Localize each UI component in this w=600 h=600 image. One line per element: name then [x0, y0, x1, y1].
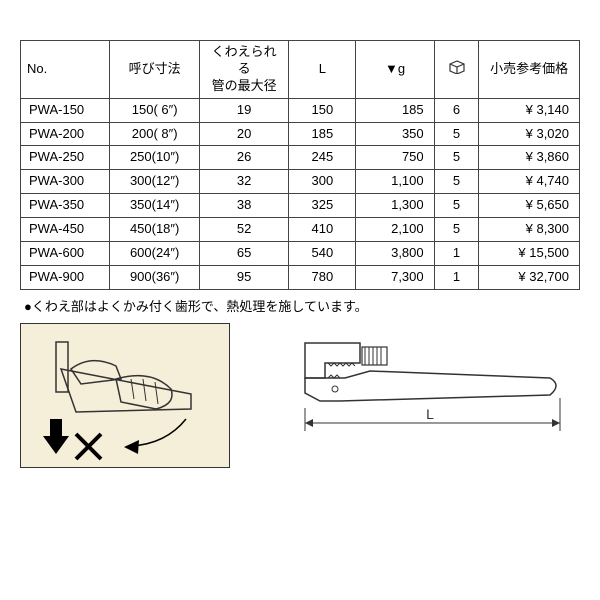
- table-cell: 600(24″): [110, 242, 199, 266]
- table-cell: 185: [356, 98, 434, 122]
- table-cell: PWA-350: [21, 194, 110, 218]
- table-cell: 26: [199, 146, 288, 170]
- table-cell: PWA-150: [21, 98, 110, 122]
- dim-label-L: L: [426, 406, 434, 422]
- footnote: ●くわえ部はよくかみ付く歯形で、熱処理を施しています。: [24, 296, 580, 315]
- col-header: L: [289, 41, 356, 99]
- table-cell: 95: [199, 265, 288, 289]
- table-cell: 150: [289, 98, 356, 122]
- col-header: [434, 41, 479, 99]
- table-cell: PWA-200: [21, 122, 110, 146]
- table-cell: 150( 6″): [110, 98, 199, 122]
- table-cell: ¥ 4,740: [479, 170, 580, 194]
- table-cell: 540: [289, 242, 356, 266]
- table-cell: 200( 8″): [110, 122, 199, 146]
- table-row: PWA-150150( 6″)191501856¥ 3,140: [21, 98, 580, 122]
- illustration-right: L: [250, 323, 580, 468]
- table-cell: 250(10″): [110, 146, 199, 170]
- col-header: 呼び寸法: [110, 41, 199, 99]
- col-header: 小売参考価格: [479, 41, 580, 99]
- table-cell: 245: [289, 146, 356, 170]
- col-header: No.: [21, 41, 110, 99]
- box-icon: [448, 60, 466, 74]
- table-cell: 300(12″): [110, 170, 199, 194]
- table-cell: 900(36″): [110, 265, 199, 289]
- table-cell: 5: [434, 122, 479, 146]
- table-cell: 1: [434, 265, 479, 289]
- table-cell: 38: [199, 194, 288, 218]
- spec-table: No.呼び寸法くわえられる管の最大径L▼g 小売参考価格 PWA-150150( …: [20, 40, 580, 290]
- table-cell: PWA-250: [21, 146, 110, 170]
- table-cell: 780: [289, 265, 356, 289]
- table-cell: ¥ 8,300: [479, 218, 580, 242]
- table-cell: 65: [199, 242, 288, 266]
- table-cell: ¥ 5,650: [479, 194, 580, 218]
- table-cell: 2,100: [356, 218, 434, 242]
- table-cell: 20: [199, 122, 288, 146]
- table-cell: 7,300: [356, 265, 434, 289]
- table-row: PWA-250250(10″)262457505¥ 3,860: [21, 146, 580, 170]
- table-cell: 300: [289, 170, 356, 194]
- table-cell: 185: [289, 122, 356, 146]
- table-cell: ¥ 3,140: [479, 98, 580, 122]
- table-cell: 750: [356, 146, 434, 170]
- table-cell: 19: [199, 98, 288, 122]
- table-cell: 1: [434, 242, 479, 266]
- table-row: PWA-900900(36″)957807,3001¥ 32,700: [21, 265, 580, 289]
- table-cell: 32: [199, 170, 288, 194]
- table-row: PWA-450450(18″)524102,1005¥ 8,300: [21, 218, 580, 242]
- table-cell: 3,800: [356, 242, 434, 266]
- table-row: PWA-300300(12″)323001,1005¥ 4,740: [21, 170, 580, 194]
- table-cell: 5: [434, 194, 479, 218]
- table-cell: 350: [356, 122, 434, 146]
- table-cell: PWA-450: [21, 218, 110, 242]
- col-header: ▼g: [356, 41, 434, 99]
- table-cell: 6: [434, 98, 479, 122]
- table-cell: 5: [434, 170, 479, 194]
- table-cell: 450(18″): [110, 218, 199, 242]
- table-row: PWA-200200( 8″)201853505¥ 3,020: [21, 122, 580, 146]
- table-cell: ¥ 32,700: [479, 265, 580, 289]
- table-row: PWA-350350(14″)383251,3005¥ 5,650: [21, 194, 580, 218]
- table-cell: 1,300: [356, 194, 434, 218]
- table-cell: PWA-300: [21, 170, 110, 194]
- col-header: くわえられる管の最大径: [199, 41, 288, 99]
- table-cell: 325: [289, 194, 356, 218]
- table-row: PWA-600600(24″)655403,8001¥ 15,500: [21, 242, 580, 266]
- table-cell: ¥ 3,860: [479, 146, 580, 170]
- table-cell: 350(14″): [110, 194, 199, 218]
- table-cell: ¥ 15,500: [479, 242, 580, 266]
- table-cell: 5: [434, 146, 479, 170]
- table-cell: 52: [199, 218, 288, 242]
- table-cell: PWA-600: [21, 242, 110, 266]
- illustration-left: [20, 323, 230, 468]
- table-cell: 5: [434, 218, 479, 242]
- table-cell: ¥ 3,020: [479, 122, 580, 146]
- table-cell: 1,100: [356, 170, 434, 194]
- table-cell: 410: [289, 218, 356, 242]
- table-cell: PWA-900: [21, 265, 110, 289]
